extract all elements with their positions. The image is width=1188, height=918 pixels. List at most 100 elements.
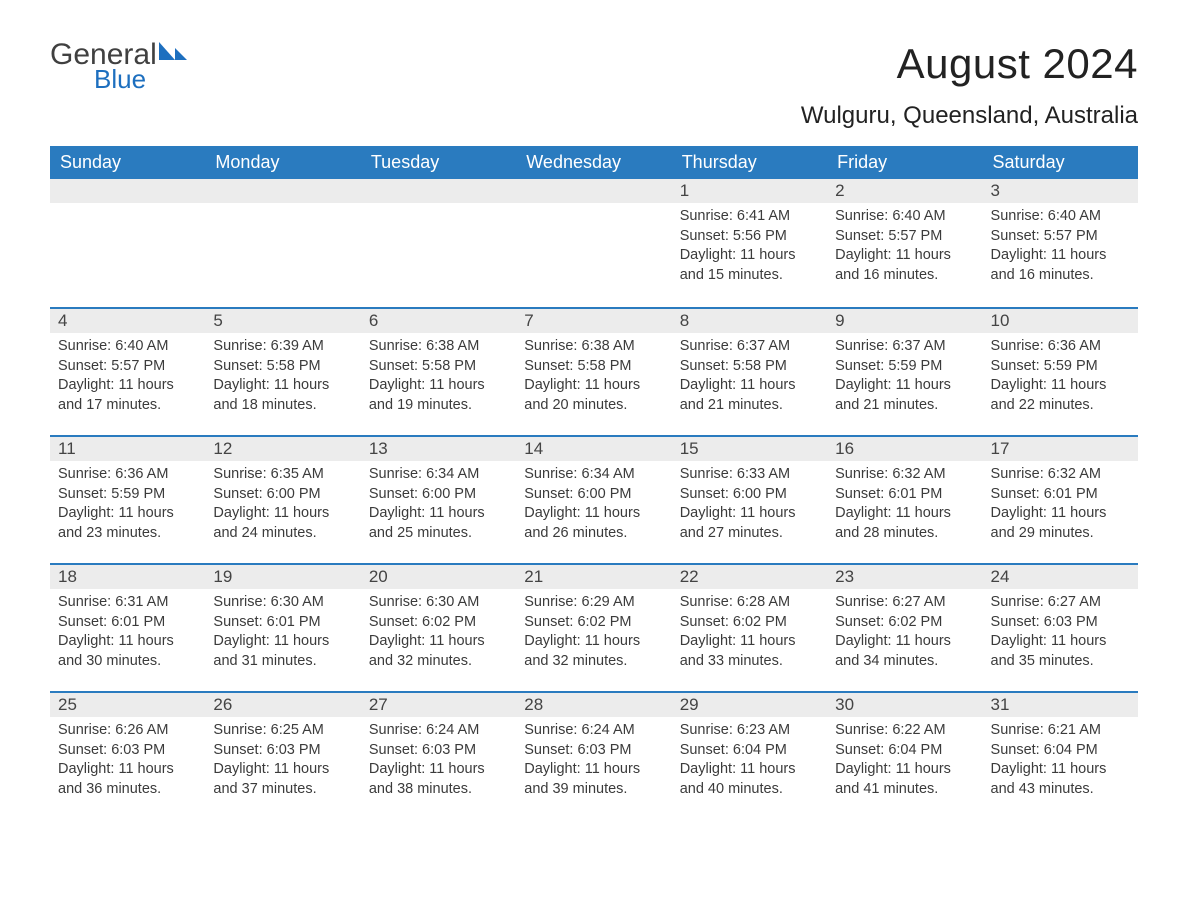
daylight-line-label: Daylight: [369,761,425,777]
day-number: 6 [361,307,516,333]
sunset-line-value: 5:59 PM [111,486,165,502]
sunset-line: Sunset: 6:02 PM [369,613,508,633]
daylight-line: Daylight: 11 hours and 18 minutes. [213,376,352,415]
daylight-line-label: Daylight: [213,505,269,521]
sunset-line-value: 6:02 PM [422,614,476,630]
sunset-line: Sunset: 6:02 PM [835,613,974,633]
sunrise-line-label: Sunrise: [58,338,111,354]
daylight-line-label: Daylight: [991,761,1047,777]
sunset-line: Sunset: 6:01 PM [991,485,1130,505]
sunset-line-label: Sunset: [835,228,884,244]
sunrise-line: Sunrise: 6:28 AM [680,593,819,613]
sunrise-line-label: Sunrise: [680,466,733,482]
day-number: 13 [361,435,516,461]
sunrise-line-label: Sunrise: [524,722,577,738]
daylight-line-label: Daylight: [58,761,114,777]
calendar-day-cell: 5Sunrise: 6:39 AMSunset: 5:58 PMDaylight… [205,307,360,435]
sunset-line-value: 6:00 PM [267,486,321,502]
sunset-line-value: 5:57 PM [888,228,942,244]
day-details: Sunrise: 6:25 AMSunset: 6:03 PMDaylight:… [205,717,360,807]
sunrise-line-value: 6:24 AM [582,722,635,738]
sunset-line-value: 5:58 PM [267,358,321,374]
sunrise-line-value: 6:21 AM [1048,722,1101,738]
day-details: Sunrise: 6:37 AMSunset: 5:59 PMDaylight:… [827,333,982,423]
sunrise-line: Sunrise: 6:24 AM [369,721,508,741]
daylight-line: Daylight: 11 hours and 41 minutes. [835,760,974,799]
sunrise-line: Sunrise: 6:30 AM [213,593,352,613]
daylight-line: Daylight: 11 hours and 19 minutes. [369,376,508,415]
calendar-day-cell: 14Sunrise: 6:34 AMSunset: 6:00 PMDayligh… [516,435,671,563]
day-number: 8 [672,307,827,333]
day-details: Sunrise: 6:27 AMSunset: 6:02 PMDaylight:… [827,589,982,679]
sunrise-line-label: Sunrise: [213,466,266,482]
sunset-line-value: 5:57 PM [1044,228,1098,244]
sunset-line-value: 6:03 PM [577,742,631,758]
day-number: 3 [983,179,1138,203]
day-number-bar [205,179,360,203]
sunset-line-label: Sunset: [835,742,884,758]
sunrise-line: Sunrise: 6:22 AM [835,721,974,741]
calendar-day-cell: 16Sunrise: 6:32 AMSunset: 6:01 PMDayligh… [827,435,982,563]
sunset-line: Sunset: 6:01 PM [58,613,197,633]
sunset-line-label: Sunset: [680,486,729,502]
daylight-line: Daylight: 11 hours and 16 minutes. [991,246,1130,285]
day-number: 30 [827,691,982,717]
day-details: Sunrise: 6:28 AMSunset: 6:02 PMDaylight:… [672,589,827,679]
sunrise-line: Sunrise: 6:37 AM [835,337,974,357]
day-details: Sunrise: 6:29 AM Sunset: 6:02 PMDaylight:… [516,589,671,679]
sunset-line: Sunset: 6:00 PM [369,485,508,505]
daylight-line-label: Daylight: [680,505,736,521]
sunrise-line-value: 6:36 AM [1048,338,1101,354]
sunrise-line-label: Sunrise: [991,466,1044,482]
calendar-week-row: 18Sunrise: 6:31 AMSunset: 6:01 PMDayligh… [50,563,1138,691]
daylight-line-label: Daylight: [835,377,891,393]
day-details: Sunrise: 6:27 AMSunset: 6:03 PMDaylight:… [983,589,1138,679]
sunset-line-label: Sunset: [524,358,573,374]
day-details: Sunrise: 6:34 AMSunset: 6:00 PMDaylight:… [516,461,671,551]
sunrise-line-value: 6:28 AM [737,594,790,610]
sunset-line-value: 6:02 PM [733,614,787,630]
sunrise-line-label: Sunrise: [835,208,888,224]
sunrise-line-value: 6:34 AM [426,466,479,482]
sunrise-line-value: 6:33 AM [737,466,790,482]
weekday-header: Thursday [672,146,827,179]
sunset-line-label: Sunset: [369,614,418,630]
sunrise-line-value: 6:32 AM [892,466,945,482]
sunset-line: Sunset: 5:58 PM [369,357,508,377]
sunrise-line-label: Sunrise: [680,338,733,354]
weekday-header: Monday [205,146,360,179]
weekday-header: Friday [827,146,982,179]
day-number: 28 [516,691,671,717]
sunset-line: Sunset: 6:04 PM [991,741,1130,761]
sunrise-line-label: Sunrise: [680,208,733,224]
sunrise-line-value: 6:26 AM [115,722,168,738]
sunset-line: Sunset: 6:02 PM [524,613,663,633]
sunset-line: Sunset: 5:59 PM [835,357,974,377]
sunset-line-label: Sunset: [58,358,107,374]
day-number: 18 [50,563,205,589]
sunrise-line-value: 6:29 AM [582,594,635,610]
day-number: 21 [516,563,671,589]
sunset-line-value: 6:03 PM [111,742,165,758]
sunrise-line-label: Sunrise: [524,594,577,610]
sunset-line-value: 6:03 PM [422,742,476,758]
calendar-day-cell: 2Sunrise: 6:40 AMSunset: 5:57 PMDaylight… [827,179,982,307]
sunset-line-label: Sunset: [835,358,884,374]
daylight-line-label: Daylight: [524,633,580,649]
sunrise-line-label: Sunrise: [680,722,733,738]
day-number: 16 [827,435,982,461]
day-details: Sunrise: 6:21 AMSunset: 6:04 PMDaylight:… [983,717,1138,807]
daylight-line: Daylight: 11 hours and 22 minutes. [991,376,1130,415]
sunrise-line: Sunrise: 6:21 AM [991,721,1130,741]
sunset-line-label: Sunset: [369,358,418,374]
calendar-day-cell: 12Sunrise: 6:35 AMSunset: 6:00 PMDayligh… [205,435,360,563]
day-number-bar [361,179,516,203]
sunrise-line-value: 6:41 AM [737,208,790,224]
sunrise-line: Sunrise: 6:35 AM [213,465,352,485]
day-number: 25 [50,691,205,717]
sunset-line: Sunset: 5:56 PM [680,227,819,247]
calendar-day-cell: 19Sunrise: 6:30 AMSunset: 6:01 PMDayligh… [205,563,360,691]
day-number: 17 [983,435,1138,461]
day-number: 27 [361,691,516,717]
calendar-day-cell: 9Sunrise: 6:37 AMSunset: 5:59 PMDaylight… [827,307,982,435]
